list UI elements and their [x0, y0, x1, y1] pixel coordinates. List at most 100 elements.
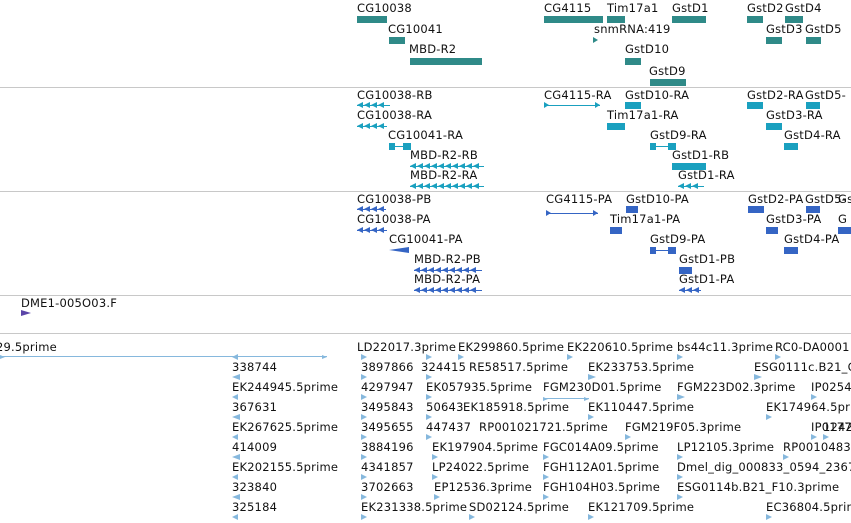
- exon-series-glyph[interactable]: [357, 123, 387, 130]
- forward-strand-arrow-icon[interactable]: [426, 354, 432, 360]
- forward-strand-arrow-icon[interactable]: [588, 374, 596, 380]
- feature-label[interactable]: GstD4-RA: [784, 128, 841, 142]
- feature-label[interactable]: SD02124.5prime: [469, 500, 570, 514]
- forward-strand-arrow-icon[interactable]: [361, 394, 367, 400]
- feature-label[interactable]: 3702663: [361, 480, 414, 494]
- feature-label[interactable]: LP24022.5prime: [432, 460, 530, 474]
- feature-glyph[interactable]: [766, 123, 782, 130]
- feature-label[interactable]: 324415: [421, 360, 467, 374]
- reverse-strand-arrow-icon[interactable]: [232, 514, 238, 520]
- feature-label[interactable]: DME1-005O03.F: [21, 296, 118, 310]
- feature-label[interactable]: GstD1: [672, 1, 709, 15]
- feature-label[interactable]: FGC014A09.5prime: [543, 440, 659, 454]
- forward-strand-arrow-icon[interactable]: [361, 494, 367, 500]
- forward-strand-arrow-icon[interactable]: [432, 474, 438, 480]
- reverse-strand-arrow-icon[interactable]: [389, 247, 409, 254]
- feature-label[interactable]: GstD5: [805, 22, 842, 36]
- forward-strand-arrow-icon[interactable]: [588, 514, 594, 520]
- forward-strand-arrow-icon[interactable]: [677, 474, 683, 480]
- forward-strand-arrow-icon[interactable]: [361, 454, 367, 460]
- forward-strand-arrow-icon[interactable]: [811, 434, 817, 440]
- forward-strand-arrow-icon[interactable]: [426, 414, 432, 420]
- reverse-strand-arrow-icon[interactable]: [232, 374, 240, 380]
- feature-span-line[interactable]: [544, 102, 600, 109]
- feature-label[interactable]: LP12105.3prime: [677, 440, 775, 454]
- feature-glyph[interactable]: [748, 206, 764, 213]
- feature-label[interactable]: GstD3-PA: [766, 212, 822, 226]
- forward-strand-arrow-icon[interactable]: [677, 394, 685, 400]
- feature-label[interactable]: CG10038-RA: [357, 108, 433, 122]
- feature-glyph[interactable]: [672, 16, 706, 23]
- forward-strand-arrow-icon[interactable]: [426, 374, 432, 380]
- reverse-strand-arrow-icon[interactable]: [232, 454, 240, 460]
- feature-label[interactable]: EC36804.5prime: [766, 500, 851, 514]
- feature-glyph[interactable]: [607, 16, 625, 23]
- feature-label[interactable]: Tim17a1: [607, 1, 659, 15]
- feature-glyph[interactable]: [784, 247, 798, 254]
- feature-label[interactable]: EK233753.5prime: [588, 360, 695, 374]
- feature-label[interactable]: GstD9: [649, 64, 686, 78]
- reverse-strand-arrow-icon[interactable]: [232, 414, 240, 420]
- feature-label[interactable]: 29.5prime: [0, 340, 57, 354]
- feature-label[interactable]: RE58517.5prime: [469, 360, 569, 374]
- feature-label[interactable]: GstD1-RB: [672, 148, 730, 162]
- feature-label[interactable]: CG4115: [544, 1, 592, 15]
- forward-strand-arrow-icon[interactable]: [469, 514, 475, 520]
- spliced-feature-glyph[interactable]: [650, 247, 676, 254]
- exon-series-glyph[interactable]: [410, 183, 484, 190]
- feature-label[interactable]: EK057935.5prime: [426, 380, 533, 394]
- feature-glyph[interactable]: [389, 37, 405, 44]
- exon-series-glyph[interactable]: [678, 183, 704, 190]
- feature-label[interactable]: 367631: [232, 400, 278, 414]
- feature-glyph[interactable]: [784, 143, 798, 150]
- exon-series-glyph[interactable]: [414, 267, 482, 274]
- feature-label[interactable]: RP0010483: [783, 440, 851, 454]
- forward-strand-arrow-icon[interactable]: [432, 454, 438, 460]
- feature-label[interactable]: GstD2-PA: [748, 192, 804, 206]
- reverse-strand-arrow-icon[interactable]: [232, 494, 240, 500]
- feature-label[interactable]: 3495843: [361, 400, 414, 414]
- feature-label[interactable]: GstD4: [785, 1, 822, 15]
- feature-label[interactable]: 3897866: [361, 360, 414, 374]
- feature-label[interactable]: GstD9-RA: [650, 128, 707, 142]
- feature-label[interactable]: 12423: [823, 420, 851, 434]
- forward-strand-arrow-icon[interactable]: [361, 514, 367, 520]
- forward-strand-arrow-icon[interactable]: [811, 394, 817, 400]
- forward-strand-arrow-icon[interactable]: [361, 374, 367, 380]
- feature-label[interactable]: RP001021721.5prime: [479, 420, 608, 434]
- feature-label[interactable]: MBD-R2-RA: [410, 168, 478, 182]
- feature-label[interactable]: EK197904.5prime: [432, 440, 539, 454]
- feature-glyph[interactable]: [626, 206, 638, 213]
- feature-label[interactable]: 338744: [232, 360, 278, 374]
- feature-glyph[interactable]: [410, 58, 482, 65]
- feature-label[interactable]: EK244945.5prime: [232, 380, 339, 394]
- feature-label[interactable]: EK299860.5prime: [458, 340, 565, 354]
- feature-glyph[interactable]: [747, 16, 763, 23]
- forward-strand-arrow-icon[interactable]: [775, 354, 781, 360]
- feature-glyph[interactable]: [806, 102, 820, 109]
- feature-label[interactable]: Dmel_dig_000833_0594_2367: [677, 460, 851, 474]
- feature-label[interactable]: EK231338.5prime: [361, 500, 468, 514]
- feature-label[interactable]: MBD-R2-PB: [414, 252, 481, 266]
- feature-label[interactable]: bs44c11.3prime: [677, 340, 774, 354]
- feature-label[interactable]: CG10038: [357, 1, 412, 15]
- feature-label[interactable]: EK174964.5prime: [766, 400, 851, 414]
- feature-label[interactable]: Gs: [838, 192, 851, 206]
- feature-glyph[interactable]: [785, 16, 803, 23]
- feature-label[interactable]: ESG0114b.B21_F10.3prime: [677, 480, 840, 494]
- feature-label[interactable]: GstD1-PB: [679, 252, 736, 266]
- feature-span-line[interactable]: [543, 396, 589, 401]
- feature-label[interactable]: 4297947: [361, 380, 414, 394]
- forward-strand-arrow-icon[interactable]: [754, 374, 762, 380]
- feature-glyph[interactable]: [625, 58, 641, 65]
- forward-strand-arrow-icon[interactable]: [783, 454, 789, 460]
- exon-series-glyph[interactable]: [414, 287, 482, 294]
- feature-glyph[interactable]: [679, 267, 692, 274]
- forward-strand-arrow-icon[interactable]: [625, 434, 631, 440]
- feature-label[interactable]: ESG0111c.B21_C: [754, 360, 851, 374]
- forward-strand-arrow-icon[interactable]: [543, 474, 549, 480]
- feature-label[interactable]: GstD9-PA: [650, 232, 706, 246]
- reverse-strand-arrow-icon[interactable]: [232, 394, 238, 400]
- forward-strand-arrow-icon[interactable]: [361, 474, 367, 480]
- feature-label[interactable]: 414009: [232, 440, 278, 454]
